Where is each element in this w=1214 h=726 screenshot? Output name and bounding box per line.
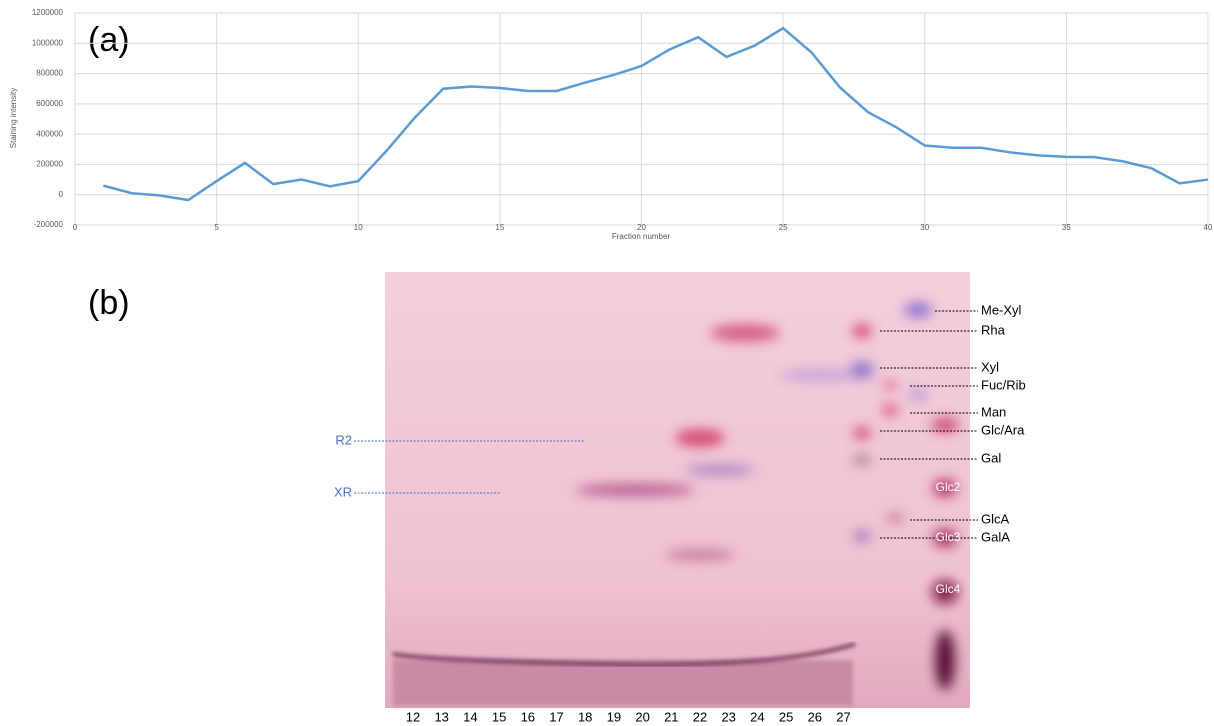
- lane-label: 22: [693, 709, 707, 724]
- panel-label: (a): [88, 21, 130, 59]
- lane-label: 17: [549, 709, 563, 724]
- tlc-plate: [385, 272, 970, 708]
- line-chart: -200000 0 200000 400000 600000 800000 1000000 1…: [32, 8, 1213, 232]
- x-axis-label: Fraction number: [612, 232, 671, 241]
- lane-label: 23: [721, 709, 735, 724]
- lane-label: 20: [635, 709, 649, 724]
- x-tick-label: 30: [920, 223, 929, 232]
- x-tick-label: 20: [637, 223, 646, 232]
- x-tick-label: 0: [73, 223, 78, 232]
- x-tick-label: 40: [1204, 223, 1213, 232]
- annotation-label: R2: [335, 432, 352, 447]
- lane-label: 25: [779, 709, 793, 724]
- y-tick-label: 200000: [36, 160, 63, 169]
- marker-label: Rha: [981, 322, 1006, 337]
- marker-label: GlcA: [981, 511, 1010, 526]
- lane-label: 13: [434, 709, 448, 724]
- standard-label: Glc3: [936, 530, 961, 544]
- y-tick-label: -200000: [34, 220, 64, 229]
- y-tick-label: 600000: [36, 99, 63, 108]
- data-line: [103, 26, 1209, 202]
- marker-label: Me-Xyl: [981, 302, 1022, 317]
- marker-label: Xyl: [981, 359, 999, 374]
- lane-label: 16: [521, 709, 535, 724]
- standard-label: Glc2: [936, 480, 961, 494]
- standard-label: Glc4: [936, 582, 961, 596]
- lane-label: 14: [463, 709, 477, 724]
- marker-label: Man: [981, 404, 1006, 419]
- marker-label: GalA: [981, 529, 1010, 544]
- x-tick-label: 35: [1062, 223, 1071, 232]
- lane-label: 12: [406, 709, 420, 724]
- y-tick-label: 800000: [36, 69, 63, 78]
- marker-label: Fuc/Rib: [981, 377, 1026, 392]
- lane-label: 24: [750, 709, 764, 724]
- lane-label: 15: [492, 709, 506, 724]
- y-tick-label: 400000: [36, 129, 63, 138]
- y-axis-label: Staining intensity: [9, 88, 18, 148]
- annotation-label: XR: [334, 484, 352, 499]
- x-tick-label: 5: [214, 223, 219, 232]
- tlc-annotations: 12 13 14 15 16 17 18 19 20 21 22 23 24 25 26 27 Me-Xyl Rh…: [334, 302, 1026, 724]
- lane-label: 27: [836, 709, 850, 724]
- lane-label: 21: [664, 709, 678, 724]
- y-tick-label: 1200000: [32, 8, 64, 17]
- x-tick-label: 10: [354, 223, 363, 232]
- panel-label: (b): [88, 284, 130, 322]
- marker-label: Gal: [981, 450, 1001, 465]
- x-tick-label: 25: [779, 223, 788, 232]
- x-tick-label: 15: [495, 223, 504, 232]
- marker-label: Glc/Ara: [981, 422, 1025, 437]
- y-tick-label: 0: [59, 190, 64, 199]
- y-tick-label: 1000000: [32, 38, 64, 47]
- lane-label: 26: [808, 709, 822, 724]
- lane-label: 18: [578, 709, 592, 724]
- lane-label: 19: [607, 709, 621, 724]
